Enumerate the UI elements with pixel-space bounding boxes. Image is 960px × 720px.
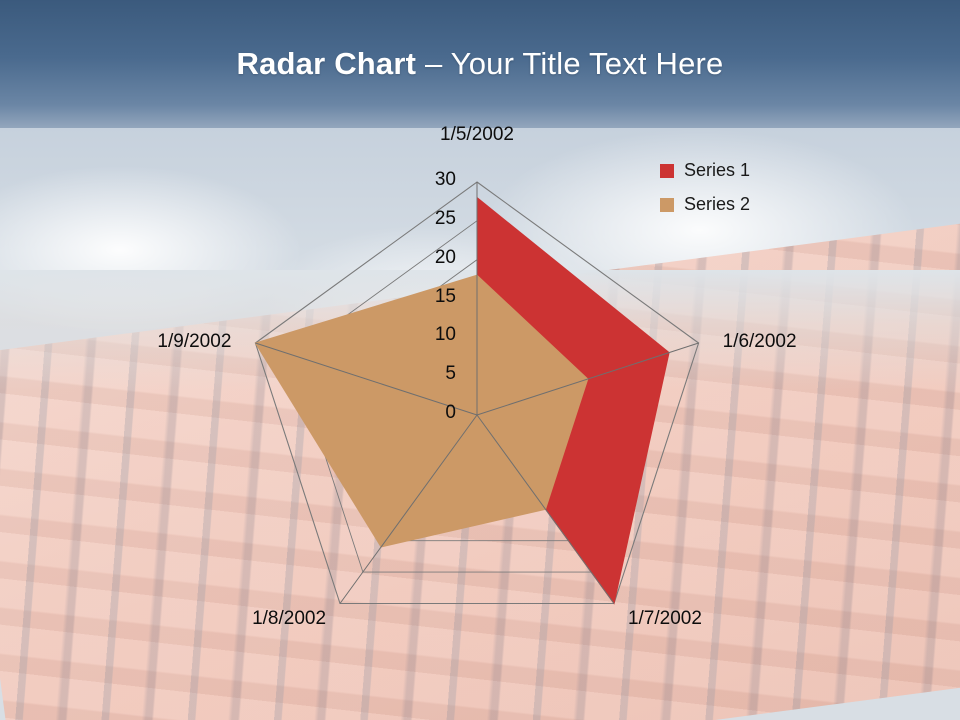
- radar-spoke-3: [476, 414, 615, 604]
- radial-tick-label-5: 5: [445, 363, 456, 385]
- radar-spoke-5: [255, 342, 478, 416]
- radar-chart-plot: [254, 181, 700, 605]
- category-label-1-5-2002: 1/5/2002: [440, 124, 514, 145]
- category-label-1-7-2002: 1/7/2002: [627, 607, 702, 629]
- radial-tick-label-20: 20: [434, 246, 456, 268]
- title-banner: Radar Chart – Your Title Text Here: [0, 0, 960, 128]
- radial-tick-label-10: 10: [434, 324, 456, 346]
- series-1-swatch-icon: [660, 163, 674, 178]
- radar-area-series-2[interactable]: [254, 274, 589, 548]
- radar-spoke-2: [476, 342, 699, 416]
- legend-item-series-2[interactable]: Series 2: [660, 194, 750, 215]
- radar-series-layer: [254, 196, 670, 605]
- radial-tick-label-30: 30: [434, 169, 456, 190]
- legend-item-series-1[interactable]: Series 1: [660, 160, 750, 181]
- legend-label-series-2: Series 2: [684, 194, 751, 214]
- page-title: Radar Chart – Your Title Text Here: [237, 46, 724, 82]
- legend-label-series-1: Series 1: [684, 160, 751, 180]
- radar-spoke-4: [339, 414, 478, 604]
- chart-legend: Series 1 Series 2: [660, 160, 750, 215]
- category-label-1-8-2002: 1/8/2002: [252, 607, 327, 629]
- series-2-swatch-icon: [660, 197, 674, 212]
- radar-spokes: [255, 182, 699, 604]
- radar-chart: 0 5 10 15 20 25 30 1/5/2002 1/6/2002 1/7/2002 1/8…: [0, 120, 960, 720]
- category-label-1-6-2002: 1/6/2002: [722, 330, 797, 352]
- radial-tick-label-0: 0: [445, 402, 456, 423]
- category-label-1-9-2002: 1/9/2002: [157, 330, 232, 352]
- page-title-rest: – Your Title Text Here: [416, 46, 724, 81]
- page-title-bold: Radar Chart: [236, 46, 417, 81]
- radar-grid-ring-30: [254, 181, 700, 605]
- radial-tick-label-15: 15: [434, 285, 456, 307]
- radial-tick-label-25: 25: [434, 207, 456, 229]
